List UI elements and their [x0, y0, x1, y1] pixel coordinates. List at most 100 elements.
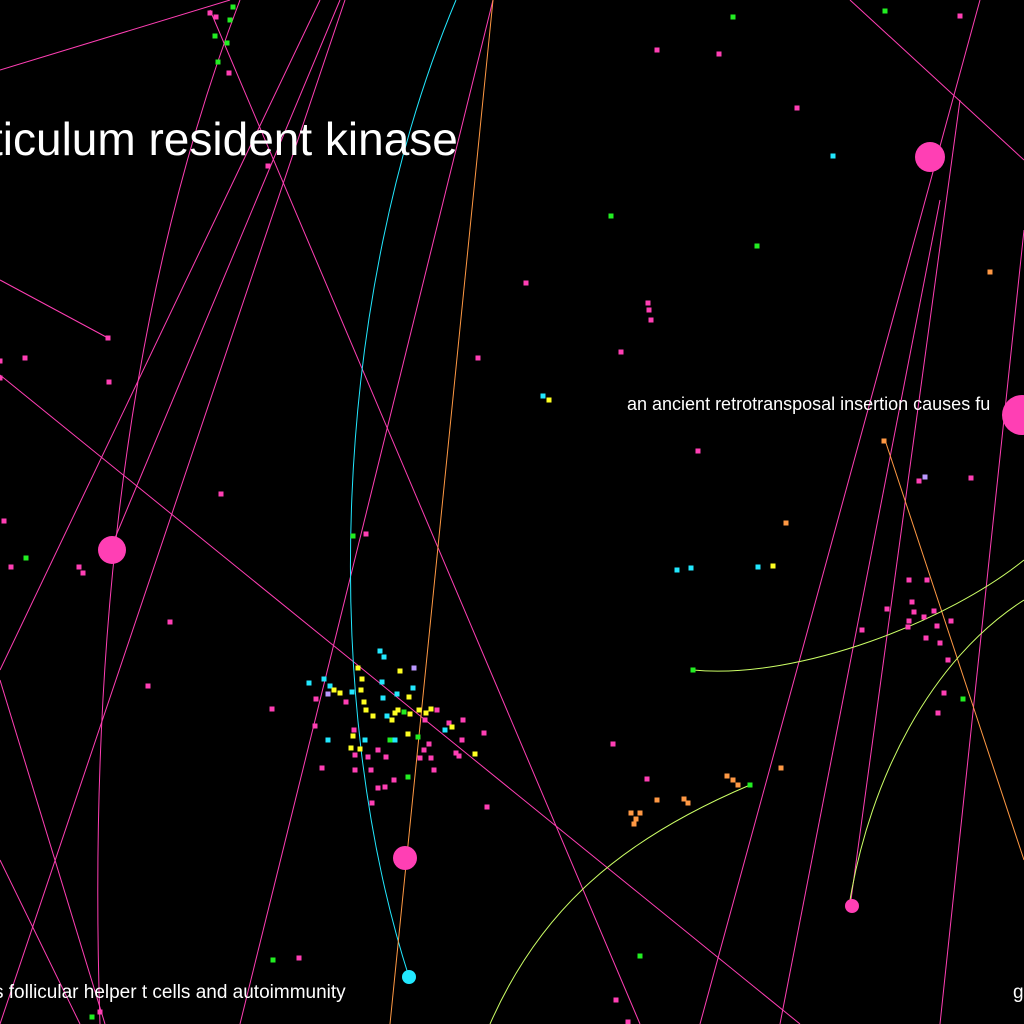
- graph-node-small: [754, 243, 760, 249]
- graph-node-small: [884, 606, 890, 612]
- graph-node-small: [688, 565, 694, 571]
- graph-node-small: [935, 710, 941, 716]
- graph-node-small: [363, 707, 369, 713]
- graph-node-small: [921, 614, 927, 620]
- edge-line: [0, 0, 231, 71]
- graph-node-small: [931, 608, 937, 614]
- graph-node-small: [937, 640, 943, 646]
- graph-node-small: [645, 300, 651, 306]
- edge-line: [489, 784, 751, 1024]
- graph-node-small: [331, 687, 337, 693]
- graph-node-small: [352, 752, 358, 758]
- graph-node-small: [417, 755, 423, 761]
- graph-node-small: [481, 730, 487, 736]
- graph-node-small: [319, 765, 325, 771]
- edge-line: [939, 229, 1024, 1024]
- graph-node-small: [434, 707, 440, 713]
- graph-node-small: [325, 737, 331, 743]
- graph-node-small: [735, 782, 741, 788]
- graph-node-small: [397, 668, 403, 674]
- edge-line: [349, 0, 457, 978]
- graph-node-small: [945, 657, 951, 663]
- graph-node-small: [22, 355, 28, 361]
- graph-node-small: [934, 623, 940, 629]
- graph-node-small: [690, 667, 696, 673]
- graph-node-small: [23, 555, 29, 561]
- graph-node-small: [628, 810, 634, 816]
- graph-node-small: [960, 696, 966, 702]
- graph-node-small: [212, 33, 218, 39]
- graph-node-small: [1, 518, 7, 524]
- graph-node-small: [361, 699, 367, 705]
- edge-line: [849, 99, 961, 908]
- graph-node-small: [987, 269, 993, 275]
- node-label-corner: g: [1013, 982, 1024, 1003]
- graph-node-small: [392, 710, 398, 716]
- graph-node-small: [909, 599, 915, 605]
- graph-node-small: [321, 676, 327, 682]
- graph-node-small: [167, 619, 173, 625]
- graph-node-small: [269, 706, 275, 712]
- edge-line: [0, 0, 321, 671]
- graph-node-small: [296, 955, 302, 961]
- edge-line: [239, 0, 494, 1024]
- graph-node-small: [456, 753, 462, 759]
- graph-node-small: [730, 777, 736, 783]
- graph-node-small: [637, 810, 643, 816]
- graph-node-small: [783, 520, 789, 526]
- graph-node-small: [80, 570, 86, 576]
- graph-node-small: [369, 800, 375, 806]
- graph-node-small: [145, 683, 151, 689]
- graph-node-small: [379, 679, 385, 685]
- graph-node-small: [459, 737, 465, 743]
- graph-node-small: [365, 754, 371, 760]
- graph-node-small: [416, 707, 422, 713]
- graph-node-small: [382, 784, 388, 790]
- graph-node-small: [224, 40, 230, 46]
- graph-node-small: [352, 767, 358, 773]
- graph-node-large: [402, 970, 416, 984]
- graph-node-small: [375, 747, 381, 753]
- graph-node-small: [415, 734, 421, 740]
- graph-node-small: [453, 750, 459, 756]
- graph-node-small: [357, 746, 363, 752]
- graph-node-small: [395, 707, 401, 713]
- graph-node-small: [337, 690, 343, 696]
- graph-node-small: [106, 379, 112, 385]
- edge-line: [109, 0, 341, 551]
- graph-node-small: [0, 375, 3, 381]
- graph-node-small: [8, 564, 14, 570]
- graph-node-small: [230, 4, 236, 10]
- node-label-retrotransposal: an ancient retrotransposal insertion cau…: [627, 394, 991, 414]
- edge-line: [849, 0, 1024, 161]
- graph-node-small: [207, 10, 213, 16]
- graph-node-small: [654, 797, 660, 803]
- graph-node-small: [778, 765, 784, 771]
- graph-node-small: [377, 648, 383, 654]
- graph-node-small: [213, 14, 219, 20]
- graph-node-small: [375, 785, 381, 791]
- graph-node-small: [608, 213, 614, 219]
- edge-line: [209, 9, 641, 1024]
- graph-node-large: [915, 142, 945, 172]
- graph-node-small: [410, 685, 416, 691]
- graph-node-small: [859, 627, 865, 633]
- graph-node-small: [431, 767, 437, 773]
- graph-node-small: [906, 577, 912, 583]
- graph-node-small: [76, 564, 82, 570]
- graph-node-small: [421, 747, 427, 753]
- graph-node-small: [540, 393, 546, 399]
- graph-node-small: [327, 683, 333, 689]
- graph-node-small: [631, 821, 637, 827]
- graph-node-small: [794, 105, 800, 111]
- edge-line: [779, 199, 941, 1024]
- graph-node-small: [724, 773, 730, 779]
- graph-node-small: [923, 635, 929, 641]
- graph-node-small: [922, 474, 928, 480]
- edge-line: [97, 0, 241, 1024]
- graph-node-small: [384, 713, 390, 719]
- graph-node-small: [226, 70, 232, 76]
- edge-line: [0, 279, 109, 339]
- graph-node-small: [911, 609, 917, 615]
- graph-node-small: [215, 59, 221, 65]
